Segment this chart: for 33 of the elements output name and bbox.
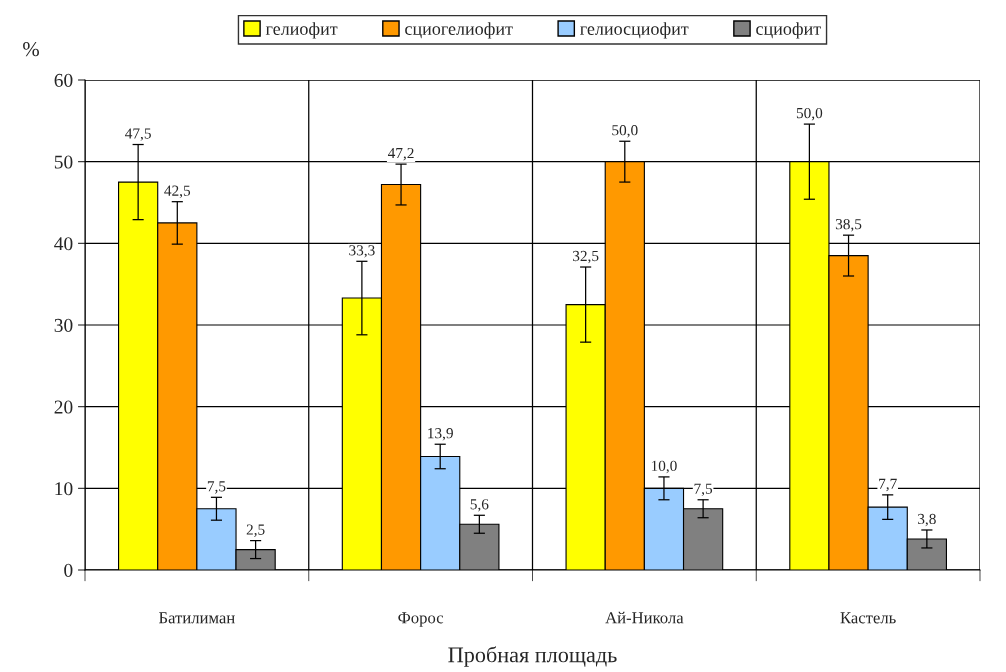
y-tick-label: 50 bbox=[54, 155, 73, 169]
data-label: 3,8 bbox=[918, 513, 936, 527]
data-label: 10,0 bbox=[651, 460, 677, 474]
data-label: 50,0 bbox=[612, 125, 638, 138]
data-label: 13,9 bbox=[428, 428, 453, 441]
data-label: 50,0 bbox=[796, 107, 823, 121]
y-tick-label: 60 bbox=[54, 73, 73, 87]
legend-label: гелиофит bbox=[265, 22, 338, 39]
data-label: 7,7 bbox=[879, 478, 897, 492]
data-label: 33,3 bbox=[349, 245, 375, 258]
legend-label: сциофит bbox=[756, 22, 821, 39]
y-tick-label: 10 bbox=[55, 482, 73, 496]
data-label: 7,5 bbox=[207, 481, 226, 494]
x-tick-label: Кастель bbox=[840, 612, 896, 624]
y-tick-label: 30 bbox=[54, 318, 73, 332]
x-axis-title: Пробная площадь bbox=[448, 646, 617, 667]
y-tick-label: 40 bbox=[54, 237, 73, 251]
legend-label: гелиосциофит bbox=[580, 22, 689, 39]
data-label: 32,5 bbox=[573, 250, 599, 264]
x-tick-label: Батилиман bbox=[158, 612, 235, 624]
data-label: 38,5 bbox=[835, 218, 862, 232]
data-label: 7,5 bbox=[694, 483, 713, 497]
x-tick-label: Ай-Никола bbox=[605, 611, 684, 624]
y-axis-title: % bbox=[23, 42, 39, 57]
data-label: 47,2 bbox=[387, 147, 414, 161]
data-label: 47,5 bbox=[125, 128, 151, 141]
x-tick-label: Форос bbox=[398, 612, 444, 627]
y-tick-label: 0 bbox=[64, 563, 73, 577]
y-tick-label: 20 bbox=[54, 400, 73, 414]
data-label: 5,6 bbox=[470, 499, 489, 512]
data-label: 2,5 bbox=[246, 524, 265, 537]
legend-label: сциогелиофит bbox=[405, 22, 513, 39]
data-label: 42,5 bbox=[164, 185, 191, 198]
